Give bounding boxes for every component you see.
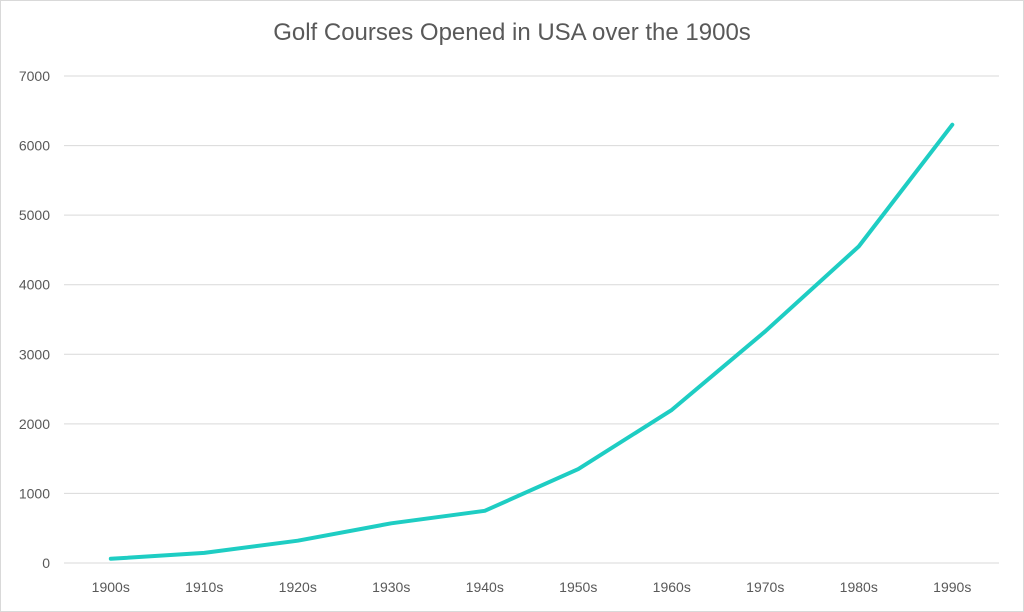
- chart-title: Golf Courses Opened in USA over the 1900…: [273, 19, 751, 46]
- x-tick-label: 1970s: [746, 579, 784, 595]
- series-line-0: [108, 122, 955, 561]
- y-tick-label: 4000: [19, 277, 50, 293]
- data-point-1940s: [483, 509, 487, 513]
- data-point-1950s: [576, 467, 580, 471]
- y-tick-label: 0: [42, 555, 50, 571]
- data-point-1910s: [202, 551, 206, 555]
- y-tick-label: 1000: [19, 485, 50, 501]
- x-tick-label: 1950s: [559, 579, 597, 595]
- data-point-1920s: [296, 539, 300, 543]
- x-tick-label: 1960s: [653, 579, 691, 595]
- y-tick-label: 2000: [19, 416, 50, 432]
- data-point-1960s: [670, 408, 674, 412]
- x-tick-label: 1990s: [933, 579, 971, 595]
- x-tick-label: 1980s: [840, 579, 878, 595]
- x-tick-label: 1920s: [279, 579, 317, 595]
- y-tick-label: 5000: [19, 207, 50, 223]
- data-point-1970s: [763, 329, 767, 333]
- x-tick-label: 1900s: [92, 579, 130, 595]
- y-tick-label: 6000: [19, 138, 50, 154]
- data-point-1980s: [857, 244, 861, 248]
- y-tick-label: 3000: [19, 346, 50, 362]
- x-tick-label: 1910s: [185, 579, 223, 595]
- y-tick-label: 7000: [19, 68, 50, 84]
- data-point-1990s: [950, 123, 954, 127]
- data-point-1900s: [109, 557, 113, 561]
- x-tick-label: 1930s: [372, 579, 410, 595]
- data-point-1930s: [389, 521, 393, 525]
- x-tick-label: 1940s: [466, 579, 504, 595]
